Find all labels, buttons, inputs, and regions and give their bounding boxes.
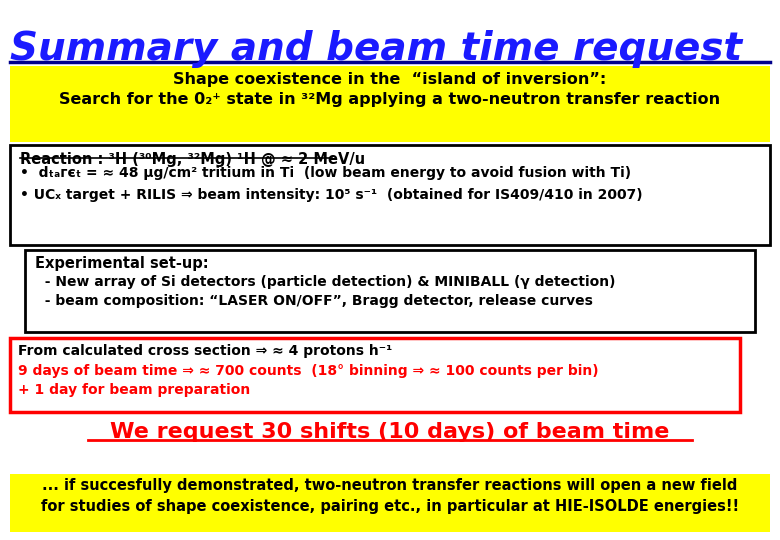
FancyBboxPatch shape [10, 338, 740, 412]
Text: Search for the 0₂⁺ state in ³²Mg applying a two-neutron transfer reaction: Search for the 0₂⁺ state in ³²Mg applyin… [59, 92, 721, 107]
Text: Summary and beam time request: Summary and beam time request [10, 30, 742, 68]
Text: We request 30 shifts (10 days) of beam time: We request 30 shifts (10 days) of beam t… [110, 422, 670, 442]
FancyBboxPatch shape [25, 250, 755, 332]
Text: 9 days of beam time ⇒ ≈ 700 counts  (18° binning ⇒ ≈ 100 counts per bin): 9 days of beam time ⇒ ≈ 700 counts (18° … [18, 364, 598, 378]
Text: •  dₜₐгєₜ = ≈ 48 μg/cm² tritium in Ti  (low beam energy to avoid fusion with Ti): • dₜₐгєₜ = ≈ 48 μg/cm² tritium in Ti (lo… [20, 166, 631, 180]
FancyBboxPatch shape [10, 145, 770, 245]
Text: • UCₓ target + RILIS ⇒ beam intensity: 10⁵ s⁻¹  (obtained for IS409/410 in 2007): • UCₓ target + RILIS ⇒ beam intensity: 1… [20, 188, 643, 202]
Text: Experimental set-up:: Experimental set-up: [35, 256, 208, 271]
Text: Reaction : ³H (³⁰Mg, ³²Mg) ¹H @ ≈ 2 MeV/u: Reaction : ³H (³⁰Mg, ³²Mg) ¹H @ ≈ 2 MeV/… [20, 152, 365, 167]
Text: + 1 day for beam preparation: + 1 day for beam preparation [18, 383, 250, 397]
Text: for studies of shape coexistence, pairing etc., in particular at HIE-ISOLDE ener: for studies of shape coexistence, pairin… [41, 499, 739, 514]
FancyBboxPatch shape [10, 474, 770, 532]
FancyBboxPatch shape [10, 66, 770, 142]
Text: - New array of Si detectors (particle detection) & MINIBALL (γ detection): - New array of Si detectors (particle de… [35, 275, 615, 289]
Text: ... if succesfully demonstrated, two-neutron transfer reactions will open a new : ... if succesfully demonstrated, two-neu… [42, 478, 738, 493]
Text: - beam composition: “LASER ON/OFF”, Bragg detector, release curves: - beam composition: “LASER ON/OFF”, Brag… [35, 294, 593, 308]
Text: Shape coexistence in the  “island of inversion”:: Shape coexistence in the “island of inve… [173, 72, 607, 87]
Text: From calculated cross section ⇒ ≈ 4 protons h⁻¹: From calculated cross section ⇒ ≈ 4 prot… [18, 344, 392, 358]
